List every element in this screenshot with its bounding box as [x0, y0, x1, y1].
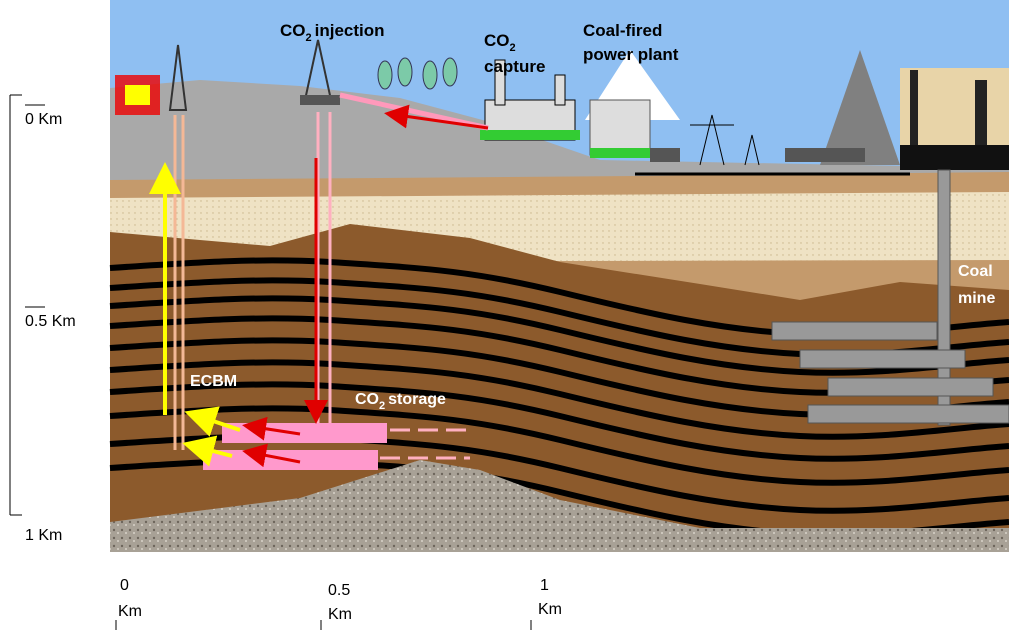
- co2-storage-label: CO2 storage: [355, 391, 446, 412]
- distance-unit: Km: [538, 601, 562, 618]
- subscript: 2: [379, 400, 385, 412]
- depth-label: 0.5 Km: [25, 313, 76, 330]
- power-plant-label: power plant: [583, 45, 679, 64]
- depth-label: 0 Km: [25, 111, 62, 128]
- label-text: storage: [388, 391, 446, 408]
- co2-capture-label: CO2: [484, 31, 516, 54]
- co2-injection-label: CO2 injection: [280, 21, 385, 44]
- coal-mine-label: mine: [958, 290, 995, 307]
- power-plant-label: Coal-fired: [583, 21, 662, 40]
- label-text: injection: [315, 21, 385, 40]
- distance-scale: [115, 620, 532, 630]
- distance-value: 1: [540, 577, 549, 594]
- formula: CO: [280, 21, 306, 40]
- depth-scale: [9, 94, 45, 516]
- distance-unit: Km: [328, 606, 352, 623]
- depth-label: 1 Km: [25, 527, 62, 544]
- subscript: 2: [510, 42, 516, 54]
- distance-value: 0: [120, 577, 129, 594]
- ecbm-label: ECBM: [190, 373, 237, 390]
- cross-section: [110, 0, 1009, 552]
- coal-mine-label: Coal: [958, 263, 993, 280]
- formula: CO: [355, 391, 379, 408]
- distance-unit: Km: [118, 603, 142, 620]
- subscript: 2: [306, 32, 312, 44]
- formula: CO: [484, 31, 510, 50]
- co2-capture-label: capture: [484, 57, 545, 76]
- distance-value: 0.5: [328, 582, 350, 599]
